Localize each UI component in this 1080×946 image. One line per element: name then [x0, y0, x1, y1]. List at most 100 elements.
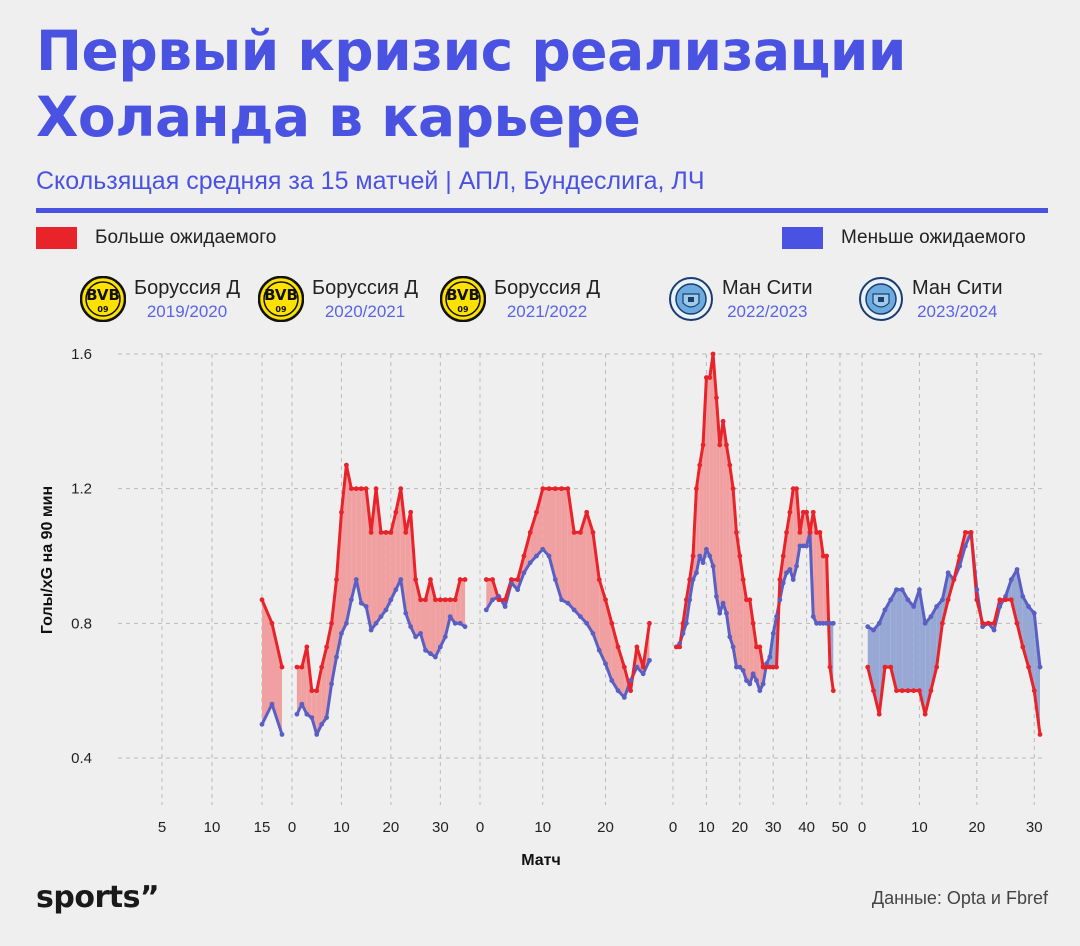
season-header-4: Ман Сити 2022/2023	[668, 276, 813, 324]
xg-point	[339, 631, 344, 636]
x-tick-label: 10	[204, 819, 221, 836]
xg-point	[490, 597, 495, 603]
xg-point	[462, 624, 468, 630]
xg-point	[784, 570, 789, 576]
season-header-1: BVB 09 Боруссия Д 2019/2020	[80, 276, 240, 324]
xg-point	[830, 620, 836, 626]
xg-point	[939, 597, 945, 603]
goals-point	[817, 530, 823, 535]
goals-point	[324, 644, 330, 650]
goals-point	[1026, 664, 1031, 670]
xg-point	[546, 553, 552, 559]
gap-fill	[351, 488, 357, 600]
xg-point	[590, 631, 596, 636]
goals-point	[388, 530, 394, 535]
x-tick-label: 10	[911, 819, 928, 836]
x-tick-label: 15	[254, 819, 271, 836]
goals-point	[934, 664, 940, 670]
xg-point	[1003, 594, 1008, 599]
gap-fill	[272, 623, 282, 735]
xg-point	[683, 620, 689, 626]
xg-point	[527, 560, 533, 566]
goals-point	[911, 688, 917, 694]
xg-point	[259, 721, 265, 727]
xg-point	[294, 711, 300, 717]
xg-point	[596, 647, 602, 653]
xg-point	[565, 600, 571, 606]
gap-fill	[736, 532, 740, 668]
svg-text:BVB: BVB	[86, 286, 120, 304]
xg-point	[428, 651, 433, 657]
xg-point	[865, 624, 871, 630]
goals-point	[703, 375, 709, 380]
xg-point	[687, 597, 693, 603]
x-tick-label: 0	[476, 819, 484, 836]
goals-point	[794, 486, 799, 492]
gap-fill	[356, 488, 362, 604]
gap-fill	[723, 421, 727, 614]
xg-point	[334, 654, 339, 660]
xg-point	[621, 695, 627, 700]
goals-point	[423, 597, 428, 603]
xg-point	[329, 681, 334, 687]
xg-point	[899, 587, 905, 593]
gap-fill	[803, 512, 807, 546]
xg-point	[418, 631, 423, 636]
gap-fill	[574, 532, 581, 617]
goals-point	[757, 644, 763, 650]
xg-point	[824, 620, 830, 626]
goals-point	[697, 462, 703, 468]
xg-point	[324, 715, 330, 720]
xg-point	[540, 546, 546, 552]
xg-point	[707, 553, 713, 559]
xg-point	[447, 614, 453, 619]
chart-ticks: 0.4 0.8 1.2 1.6 5 10 15 0 10 20 30 0 10 20 0 10 20 30 40 50…	[71, 346, 1042, 836]
x-tick-label: 20	[968, 819, 985, 836]
legend-above: Больше ожидаемого	[36, 227, 276, 249]
goals-point	[827, 664, 833, 670]
xg-point	[800, 543, 806, 549]
xg-point	[820, 620, 826, 626]
goals-point	[767, 664, 773, 670]
xg-point	[1014, 567, 1020, 572]
svg-text:09: 09	[97, 305, 109, 314]
xg-point	[703, 546, 709, 552]
gap-fill	[816, 532, 820, 624]
xg-point	[750, 671, 756, 677]
xg-point	[871, 627, 876, 633]
xg-point	[319, 721, 325, 727]
goals-point	[418, 597, 423, 603]
xg-point	[398, 577, 404, 582]
goals-point	[408, 509, 414, 515]
season-club: Боруссия Д	[134, 277, 241, 299]
season-year: 2022/2023	[727, 302, 808, 321]
goals-point	[515, 577, 521, 582]
xg-point	[353, 577, 359, 582]
goals-point	[740, 577, 746, 582]
xg-point	[393, 587, 399, 593]
xg-point	[710, 563, 716, 569]
xg-point	[457, 620, 463, 626]
goals-point	[888, 664, 894, 670]
goals-point	[700, 442, 706, 448]
xg-point	[609, 678, 615, 683]
gap-fill	[813, 512, 817, 624]
goals-point	[299, 664, 305, 670]
gap-fill	[542, 488, 550, 556]
goals-point	[777, 577, 783, 582]
goals-point	[980, 620, 985, 626]
goals-point	[1020, 644, 1026, 650]
xg-point	[794, 563, 799, 569]
goals-point	[647, 620, 652, 626]
goals-point	[922, 711, 928, 717]
x-tick-label: 0	[669, 819, 677, 836]
gap-fill	[896, 589, 903, 691]
season-header-5: Ман Сити 2023/2024	[858, 276, 1003, 324]
goals-point	[951, 577, 957, 582]
legend-below: Меньше ожидаемого	[782, 227, 1026, 249]
gap-fill	[262, 599, 272, 725]
xg-point	[764, 661, 769, 667]
title-divider	[36, 208, 1048, 213]
goals-point	[876, 711, 882, 717]
